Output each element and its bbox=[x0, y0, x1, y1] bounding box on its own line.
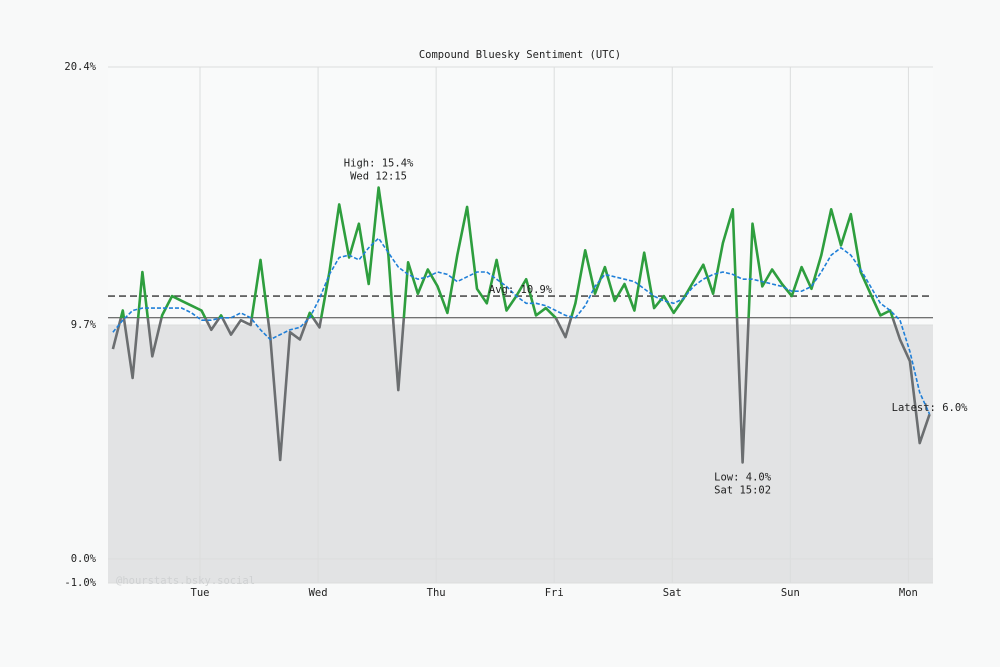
annotation: Wed 12:15 bbox=[350, 171, 407, 183]
smoothed-line bbox=[112, 237, 931, 415]
x-tick-label: Sun bbox=[781, 587, 800, 599]
chart-title: Compound Bluesky Sentiment (UTC) bbox=[419, 49, 621, 61]
x-tick-label: Thu bbox=[427, 587, 446, 599]
watermark: @hourstats.bsky.social bbox=[116, 575, 255, 587]
annotation: Sat 15:02 bbox=[714, 484, 771, 496]
annotation: Latest: 6.0% bbox=[892, 402, 969, 414]
sentiment-line bbox=[111, 186, 931, 464]
x-tick-label: Mon bbox=[899, 587, 918, 599]
x-tick-label: Tue bbox=[191, 587, 210, 599]
x-tick-label: Fri bbox=[545, 587, 564, 599]
annotation: Low: 4.0% bbox=[714, 471, 772, 483]
y-tick-label: 20.4% bbox=[64, 61, 96, 73]
y-tick-label: -1.0% bbox=[64, 577, 96, 589]
x-tick-label: Sat bbox=[663, 587, 682, 599]
average-label: Avg: 10.9% bbox=[489, 284, 553, 296]
y-tick-label: 9.7% bbox=[71, 319, 97, 331]
annotation: High: 15.4% bbox=[344, 158, 414, 170]
shaded-region bbox=[108, 325, 933, 583]
y-tick-label: 0.0% bbox=[71, 553, 97, 565]
x-tick-label: Wed bbox=[309, 587, 328, 599]
